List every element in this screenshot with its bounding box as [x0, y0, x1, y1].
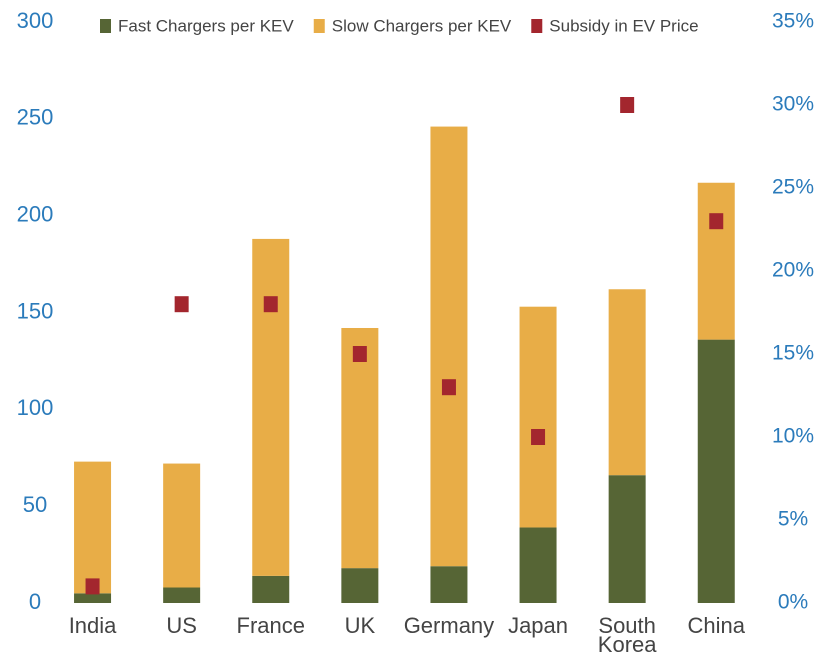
subsidy-marker: [620, 97, 635, 113]
y-tick-label: 50: [23, 492, 47, 517]
subsidy-marker: [709, 213, 724, 230]
y2-tick-label: 15%: [772, 342, 814, 365]
bar-segment: [430, 126, 468, 567]
bar-segment: [74, 593, 112, 603]
y2-tick-label: 20%: [772, 259, 814, 282]
y2-tick-label: 30%: [772, 93, 814, 116]
subsidy-marker: [531, 429, 546, 445]
x-tick-label: India: [68, 613, 117, 638]
y-tick-label: 200: [17, 201, 54, 226]
y2-tick-label: 35%: [772, 10, 814, 33]
subsidy-marker: [263, 296, 278, 313]
y2-tick-label: 0%: [778, 591, 808, 614]
bar-segment: [519, 306, 557, 528]
legend-label: Fast Chargers per KEV: [118, 16, 294, 35]
bar-segment: [430, 566, 468, 603]
y-tick-label: 250: [17, 105, 54, 130]
y2-tick-label: 25%: [772, 176, 814, 199]
x-tick-label: UK: [344, 613, 376, 638]
bar-segment: [74, 461, 112, 594]
bar-segment: [252, 238, 290, 576]
bar-segment: [341, 568, 379, 603]
bar-segment: [252, 575, 290, 603]
bar-segment: [697, 182, 735, 340]
y-tick-label: 300: [17, 8, 54, 33]
y-tick-label: 0: [29, 589, 41, 614]
legend-swatch: [531, 19, 543, 33]
x-tick-label: Japan: [508, 613, 569, 638]
bar-segment: [697, 339, 735, 603]
x-tick-label: Germany: [403, 613, 495, 638]
x-tick-label: France: [236, 613, 305, 638]
bar-segment: [163, 587, 201, 603]
bar-segment: [608, 289, 646, 476]
y2-tick-label: 10%: [772, 425, 814, 448]
legend-label: Slow Chargers per KEV: [332, 16, 512, 35]
legend-swatch: [100, 19, 111, 33]
legend-swatch: [313, 19, 325, 33]
y2-tick-label: 5%: [778, 508, 808, 531]
x-tick-label: US: [166, 613, 197, 638]
y-tick-label: 150: [17, 298, 54, 323]
y-tick-label: 100: [17, 395, 54, 420]
legend-label: Subsidy in EV Price: [549, 16, 698, 35]
bar-segment: [163, 463, 201, 588]
subsidy-marker: [174, 296, 189, 313]
bar-segment: [519, 527, 557, 603]
subsidy-marker: [441, 379, 456, 396]
bar-segment: [341, 327, 379, 569]
bar-segment: [608, 475, 646, 603]
x-tick-label: China: [687, 613, 745, 638]
subsidy-marker: [85, 578, 100, 595]
subsidy-marker: [352, 346, 367, 362]
